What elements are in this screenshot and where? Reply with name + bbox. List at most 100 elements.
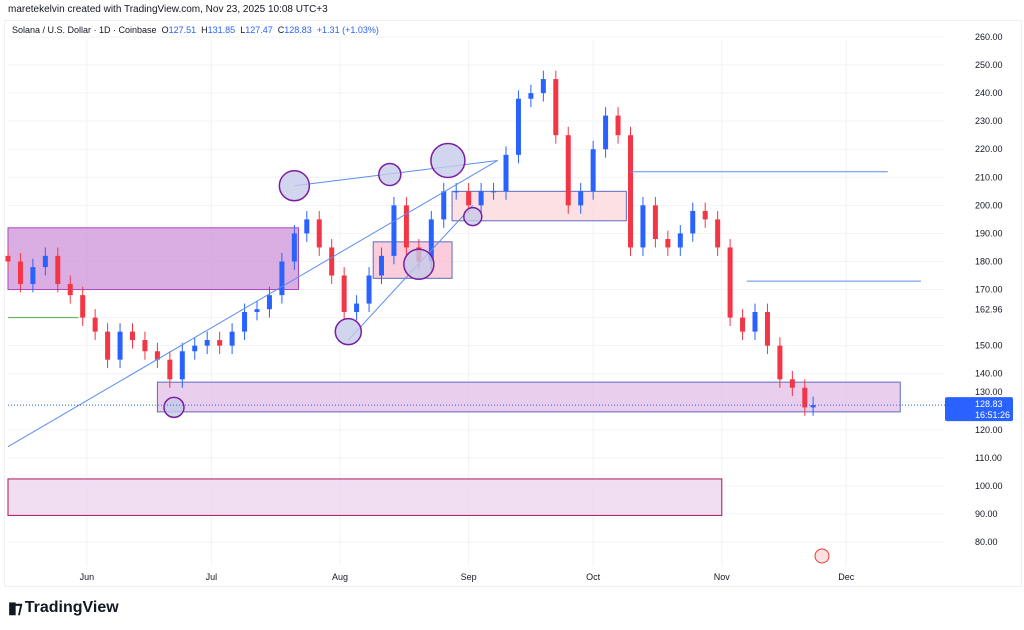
candle-body [677, 233, 683, 248]
candle-body [354, 303, 360, 312]
candle-body [279, 261, 285, 296]
marker-circle [378, 162, 402, 187]
x-tick-label: Dec [838, 572, 855, 582]
candle-body [810, 405, 816, 408]
candle-body [802, 387, 808, 408]
candle-body [752, 311, 758, 332]
y-tick-label: 120.00 [975, 425, 1003, 435]
candle-body [590, 149, 596, 192]
candle-body [403, 205, 409, 248]
candle-body [117, 331, 123, 360]
y-tick-label: 230.00 [975, 116, 1003, 126]
y-tick-label: 240.00 [975, 88, 1003, 98]
open-value: 127.51 [168, 25, 197, 35]
high-value: 131.85 [207, 25, 236, 35]
candle-body [528, 93, 534, 99]
y-tick-label: 150.00 [975, 341, 1003, 351]
y-tick-label: 180.00 [975, 256, 1003, 266]
low-value: 127.47 [245, 25, 273, 35]
candle-body [55, 255, 61, 284]
candle-body [204, 340, 210, 346]
y-tick-label: 220.00 [975, 144, 1003, 154]
candle-body [478, 191, 484, 206]
candle-body [17, 261, 23, 284]
marker-circle [334, 317, 363, 346]
candle-body [740, 317, 746, 332]
candle-body [266, 295, 272, 310]
candle-body [105, 331, 111, 360]
candle-body [603, 115, 609, 150]
candle-body [167, 359, 173, 380]
candle-body [491, 191, 497, 193]
candle-body [441, 191, 447, 220]
candle-body [67, 283, 73, 296]
y-tick-label: 110.00 [975, 453, 1002, 463]
chart-credit: maretekelvin created with TradingView.co… [8, 4, 328, 15]
marker-circle [430, 142, 466, 179]
marker-circle [278, 169, 311, 202]
x-tick-label: Jun [80, 572, 95, 582]
candle-body [242, 311, 248, 332]
y-tick-label: 210.00 [975, 172, 1003, 182]
candle-body [690, 210, 696, 234]
candle-body [615, 115, 621, 136]
symbol-legend: Solana / U.S. Dollar · 1D · Coinbase O12… [12, 25, 379, 35]
price-badge [945, 397, 1013, 422]
candle-body [5, 255, 11, 262]
y-tick-label: 200.00 [975, 200, 1003, 210]
change-value: +1.31 (+1.03%) [316, 25, 379, 35]
candle-body [379, 255, 384, 276]
x-tick-label: Aug [332, 572, 348, 582]
candle-body [254, 309, 260, 312]
y-tick-label: 250.00 [975, 60, 1003, 70]
y-tick-label: 190.00 [975, 228, 1003, 238]
candle-body [565, 135, 571, 206]
y-tick-label: 170.00 [975, 285, 1003, 295]
economic-event-icon [814, 548, 830, 564]
symbol-name: Solana / U.S. Dollar · 1D · Coinbase [12, 25, 157, 35]
y-tick-label: 100.00 [975, 481, 1003, 491]
candle-body [304, 219, 310, 234]
price-badge-countdown: 16:51:26 [975, 410, 1010, 420]
price-zone [7, 227, 299, 291]
candle-body [142, 340, 148, 352]
candle-body [130, 331, 135, 341]
candle-body [391, 205, 397, 256]
x-tick-label: Oct [586, 572, 601, 582]
marker-circle [163, 396, 185, 419]
tradingview-logo-icon: ▮⁊ [8, 600, 23, 617]
candle-body [42, 255, 48, 268]
brand-name: TradingView [24, 599, 119, 616]
candle-body [715, 219, 721, 248]
y-tick-label: 80.00 [975, 537, 998, 547]
x-tick-label: Sep [461, 572, 477, 582]
price-badge-value: 128.83 [975, 399, 1003, 409]
candle-body [341, 275, 347, 312]
candle-body [80, 295, 86, 318]
candle-body [640, 205, 646, 248]
candle-body [154, 351, 160, 360]
candle-body [329, 247, 335, 276]
y-tick-label: 90.00 [975, 509, 998, 519]
price-zone [156, 381, 901, 413]
candle-body [229, 331, 235, 346]
candle-body [428, 219, 434, 262]
tradingview-logo[interactable]: ▮⁊ TradingView [8, 598, 119, 618]
candle-body [453, 191, 459, 193]
y-tick-label: 130.00 [975, 387, 1003, 397]
candle-body [515, 98, 521, 155]
candle-body [30, 267, 36, 284]
marker-circle [403, 248, 435, 281]
x-tick-label: Nov [714, 572, 731, 582]
candle-body [192, 345, 198, 352]
candle-body [217, 340, 223, 346]
close-value: 128.83 [284, 25, 312, 35]
candle-body [789, 379, 795, 388]
y-tick-label: 140.00 [975, 369, 1003, 379]
candle-body [92, 317, 98, 332]
marker-circle [463, 206, 483, 227]
y-tick-label: 260.00 [975, 32, 1003, 42]
open-label: O [161, 25, 169, 35]
close-label: C [277, 25, 285, 35]
